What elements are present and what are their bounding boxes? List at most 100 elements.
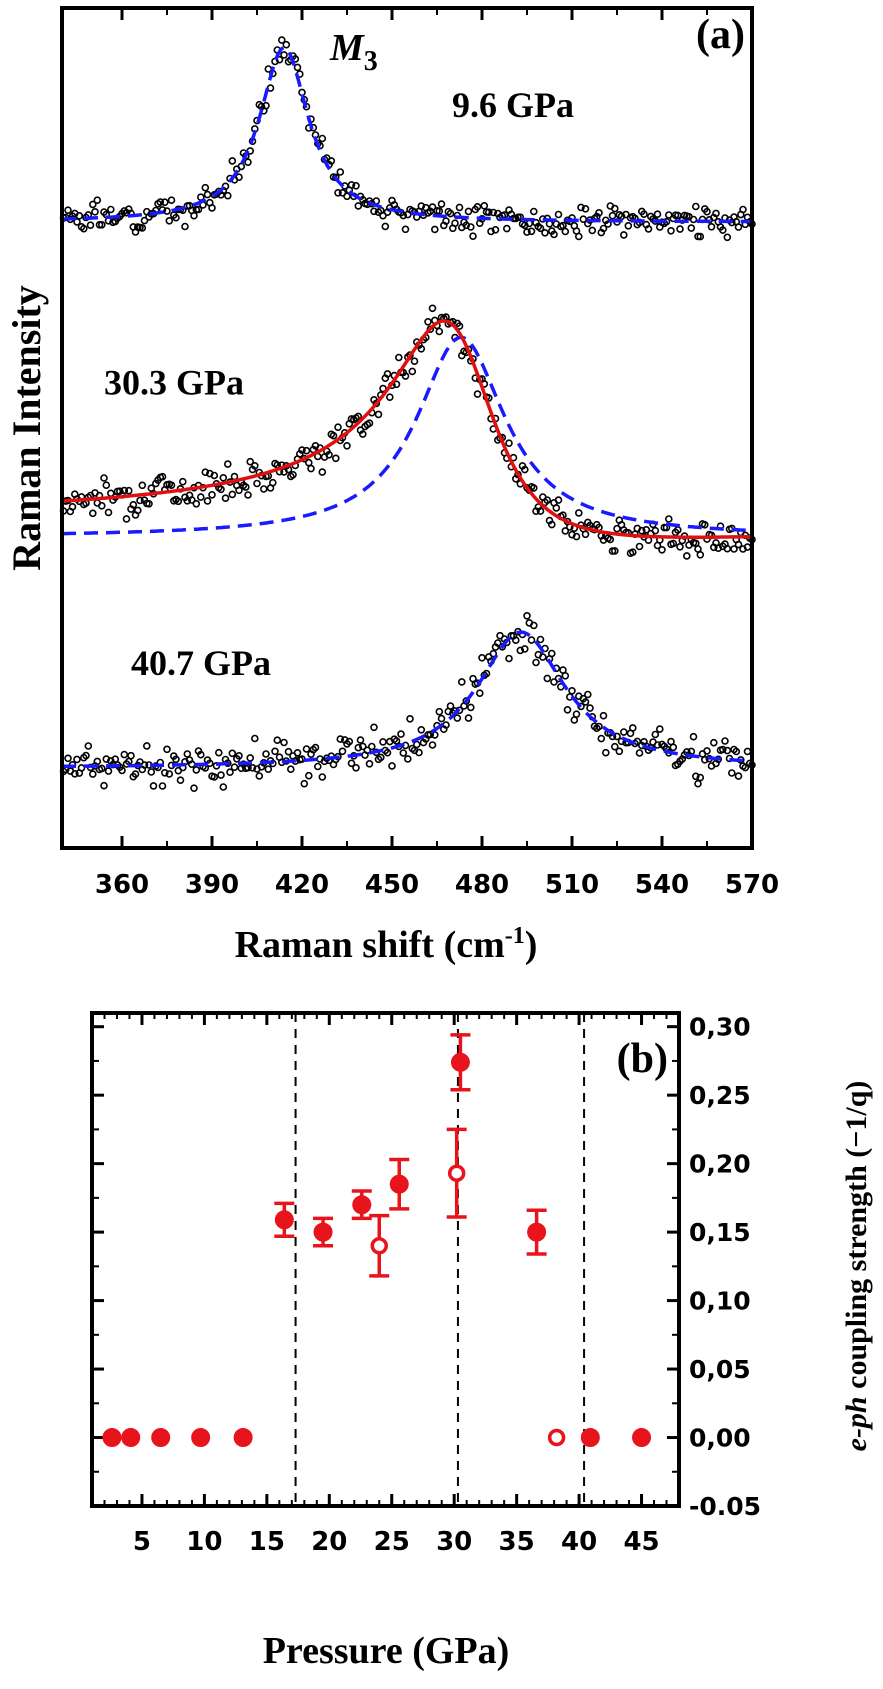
- pressure-label: 30.3 GPa: [104, 362, 244, 402]
- data-point: [248, 763, 257, 772]
- data-point: [457, 678, 466, 686]
- data-point: [635, 542, 644, 551]
- data-point: [455, 203, 464, 212]
- data-point: [176, 776, 185, 785]
- data-point: [529, 621, 538, 630]
- coupling-point-filled: [313, 1222, 333, 1242]
- data-point: [197, 750, 205, 759]
- data-point: [264, 765, 273, 774]
- data-point: [696, 232, 705, 241]
- data-point: [273, 736, 282, 745]
- x-tick-label: 510: [545, 870, 599, 900]
- data-point: [399, 211, 408, 220]
- data-point: [84, 742, 93, 750]
- data-point: [417, 725, 426, 734]
- data-point: [347, 759, 356, 768]
- data-point: [201, 183, 210, 192]
- data-point: [224, 191, 232, 200]
- x-tick-label: 20: [311, 1527, 347, 1557]
- data-point: [354, 743, 363, 752]
- data-point: [224, 460, 232, 468]
- data-point: [619, 231, 628, 239]
- data-point: [89, 770, 97, 778]
- data-point: [595, 722, 603, 731]
- data-point: [93, 196, 102, 204]
- data-point: [331, 454, 340, 463]
- data-point: [64, 754, 72, 763]
- coupling-point-filled: [233, 1428, 253, 1448]
- data-point: [138, 481, 147, 490]
- data-point: [428, 741, 437, 749]
- data-point: [635, 749, 644, 757]
- data-point: [640, 210, 648, 218]
- data-point: [172, 213, 180, 222]
- data-point: [550, 230, 558, 239]
- coupling-point-open: [370, 1237, 389, 1255]
- data-point: [197, 493, 205, 501]
- data-point: [581, 205, 590, 213]
- data-point: [343, 192, 351, 201]
- data-point: [723, 233, 732, 242]
- data-point: [210, 471, 219, 480]
- data-point: [588, 226, 597, 235]
- data-point: [203, 497, 212, 505]
- data-point: [529, 484, 538, 492]
- data-point: [543, 496, 552, 505]
- data-point: [505, 439, 513, 448]
- data-point: [192, 766, 201, 774]
- data-point: [203, 190, 212, 199]
- data-point: [172, 755, 180, 764]
- data-point: [385, 393, 394, 402]
- data-point: [352, 763, 360, 772]
- data-point: [383, 748, 392, 757]
- data-point: [466, 223, 475, 231]
- data-point: [280, 51, 288, 59]
- data-point: [228, 749, 237, 758]
- data-point: [547, 520, 556, 529]
- data-point: [583, 690, 592, 699]
- data-point: [242, 483, 250, 491]
- data-point: [336, 168, 345, 176]
- panel-b-coupling-strength: 5 10 15 20 25 30 35 40 45 -0.05 0,00 0,05 0,10 0,15 0,…: [90, 1011, 873, 1672]
- data-point: [86, 221, 95, 229]
- data-point: [536, 635, 545, 644]
- data-point: [358, 430, 367, 438]
- panel-a-x-axis-label: Raman shift (cm-1): [235, 923, 538, 966]
- data-point: [523, 611, 531, 620]
- panel-a-y-axis-label: Raman Intensity: [4, 285, 49, 571]
- data-point: [538, 653, 547, 661]
- data-point: [644, 225, 653, 233]
- x-tick-label: 480: [455, 870, 509, 900]
- data-point: [653, 210, 662, 218]
- data-point: [739, 205, 747, 214]
- data-point: [345, 737, 354, 746]
- data-point: [689, 215, 698, 224]
- data-point: [318, 134, 327, 143]
- data-point: [604, 220, 612, 228]
- data-point: [721, 737, 729, 745]
- coupling-point-filled: [352, 1195, 372, 1215]
- data-point: [561, 671, 570, 680]
- data-point: [284, 747, 293, 756]
- data-point: [473, 203, 482, 211]
- spectrum-9-6-GPa: [59, 36, 756, 242]
- data-point: [129, 500, 138, 509]
- data-point: [563, 705, 572, 714]
- y-tick-label: -0.05: [689, 1492, 761, 1521]
- data-point: [221, 494, 230, 503]
- data-point: [188, 496, 196, 504]
- data-point: [307, 464, 315, 473]
- data-point: [219, 473, 228, 482]
- data-point: [262, 101, 270, 110]
- data-point: [127, 751, 135, 760]
- data-point: [190, 784, 198, 793]
- data-point: [255, 772, 264, 780]
- data-point: [275, 55, 284, 64]
- data-point: [466, 703, 475, 712]
- data-point: [743, 747, 752, 756]
- data-point: [628, 724, 637, 732]
- data-point: [687, 224, 696, 232]
- data-point: [478, 653, 486, 662]
- panel-b-label: (b): [617, 1036, 668, 1082]
